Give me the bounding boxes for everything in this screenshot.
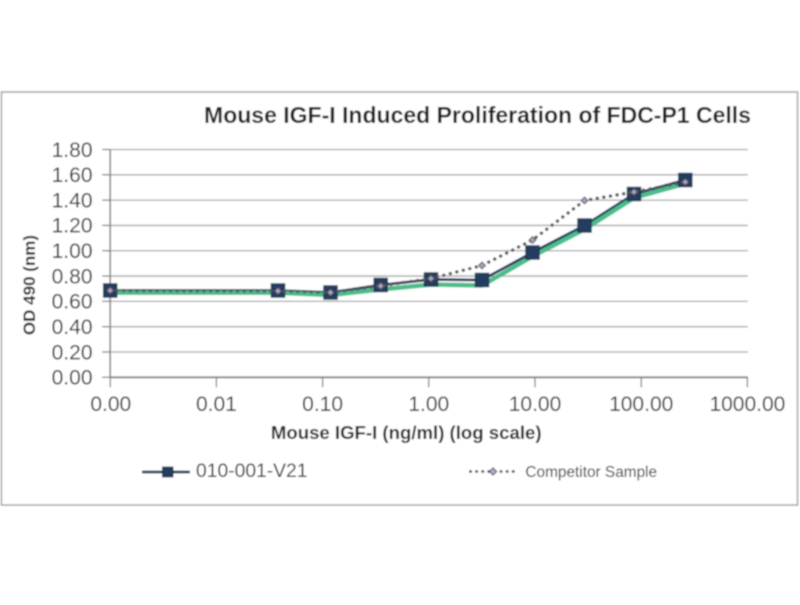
svg-text:Competitor Sample: Competitor Sample xyxy=(525,464,657,481)
svg-text:0.10: 0.10 xyxy=(302,393,343,416)
svg-text:0.01: 0.01 xyxy=(196,393,237,416)
svg-text:1000.00: 1000.00 xyxy=(709,393,785,416)
svg-text:OD 490 (nm): OD 490 (nm) xyxy=(20,235,39,335)
svg-text:1.80: 1.80 xyxy=(52,139,93,162)
svg-text:0.80: 0.80 xyxy=(52,265,93,288)
svg-text:Mouse IGF-I (ng/ml) (log scale: Mouse IGF-I (ng/ml) (log scale) xyxy=(271,422,542,443)
svg-text:0.00: 0.00 xyxy=(90,393,131,416)
svg-text:0.60: 0.60 xyxy=(52,291,93,314)
svg-text:10.00: 10.00 xyxy=(509,393,562,416)
svg-text:010-001-V21: 010-001-V21 xyxy=(196,461,308,482)
svg-text:1.40: 1.40 xyxy=(52,189,93,212)
svg-text:1.00: 1.00 xyxy=(52,240,93,263)
svg-text:100.00: 100.00 xyxy=(609,393,673,416)
svg-text:1.00: 1.00 xyxy=(408,393,449,416)
svg-text:0.20: 0.20 xyxy=(52,341,93,364)
svg-text:1.60: 1.60 xyxy=(52,164,93,187)
svg-text:0.00: 0.00 xyxy=(52,367,93,390)
svg-text:1.20: 1.20 xyxy=(52,215,93,238)
svg-text:Mouse IGF-I Induced Proliferat: Mouse IGF-I Induced Proliferation of FDC… xyxy=(204,102,751,128)
svg-text:0.40: 0.40 xyxy=(52,316,93,339)
